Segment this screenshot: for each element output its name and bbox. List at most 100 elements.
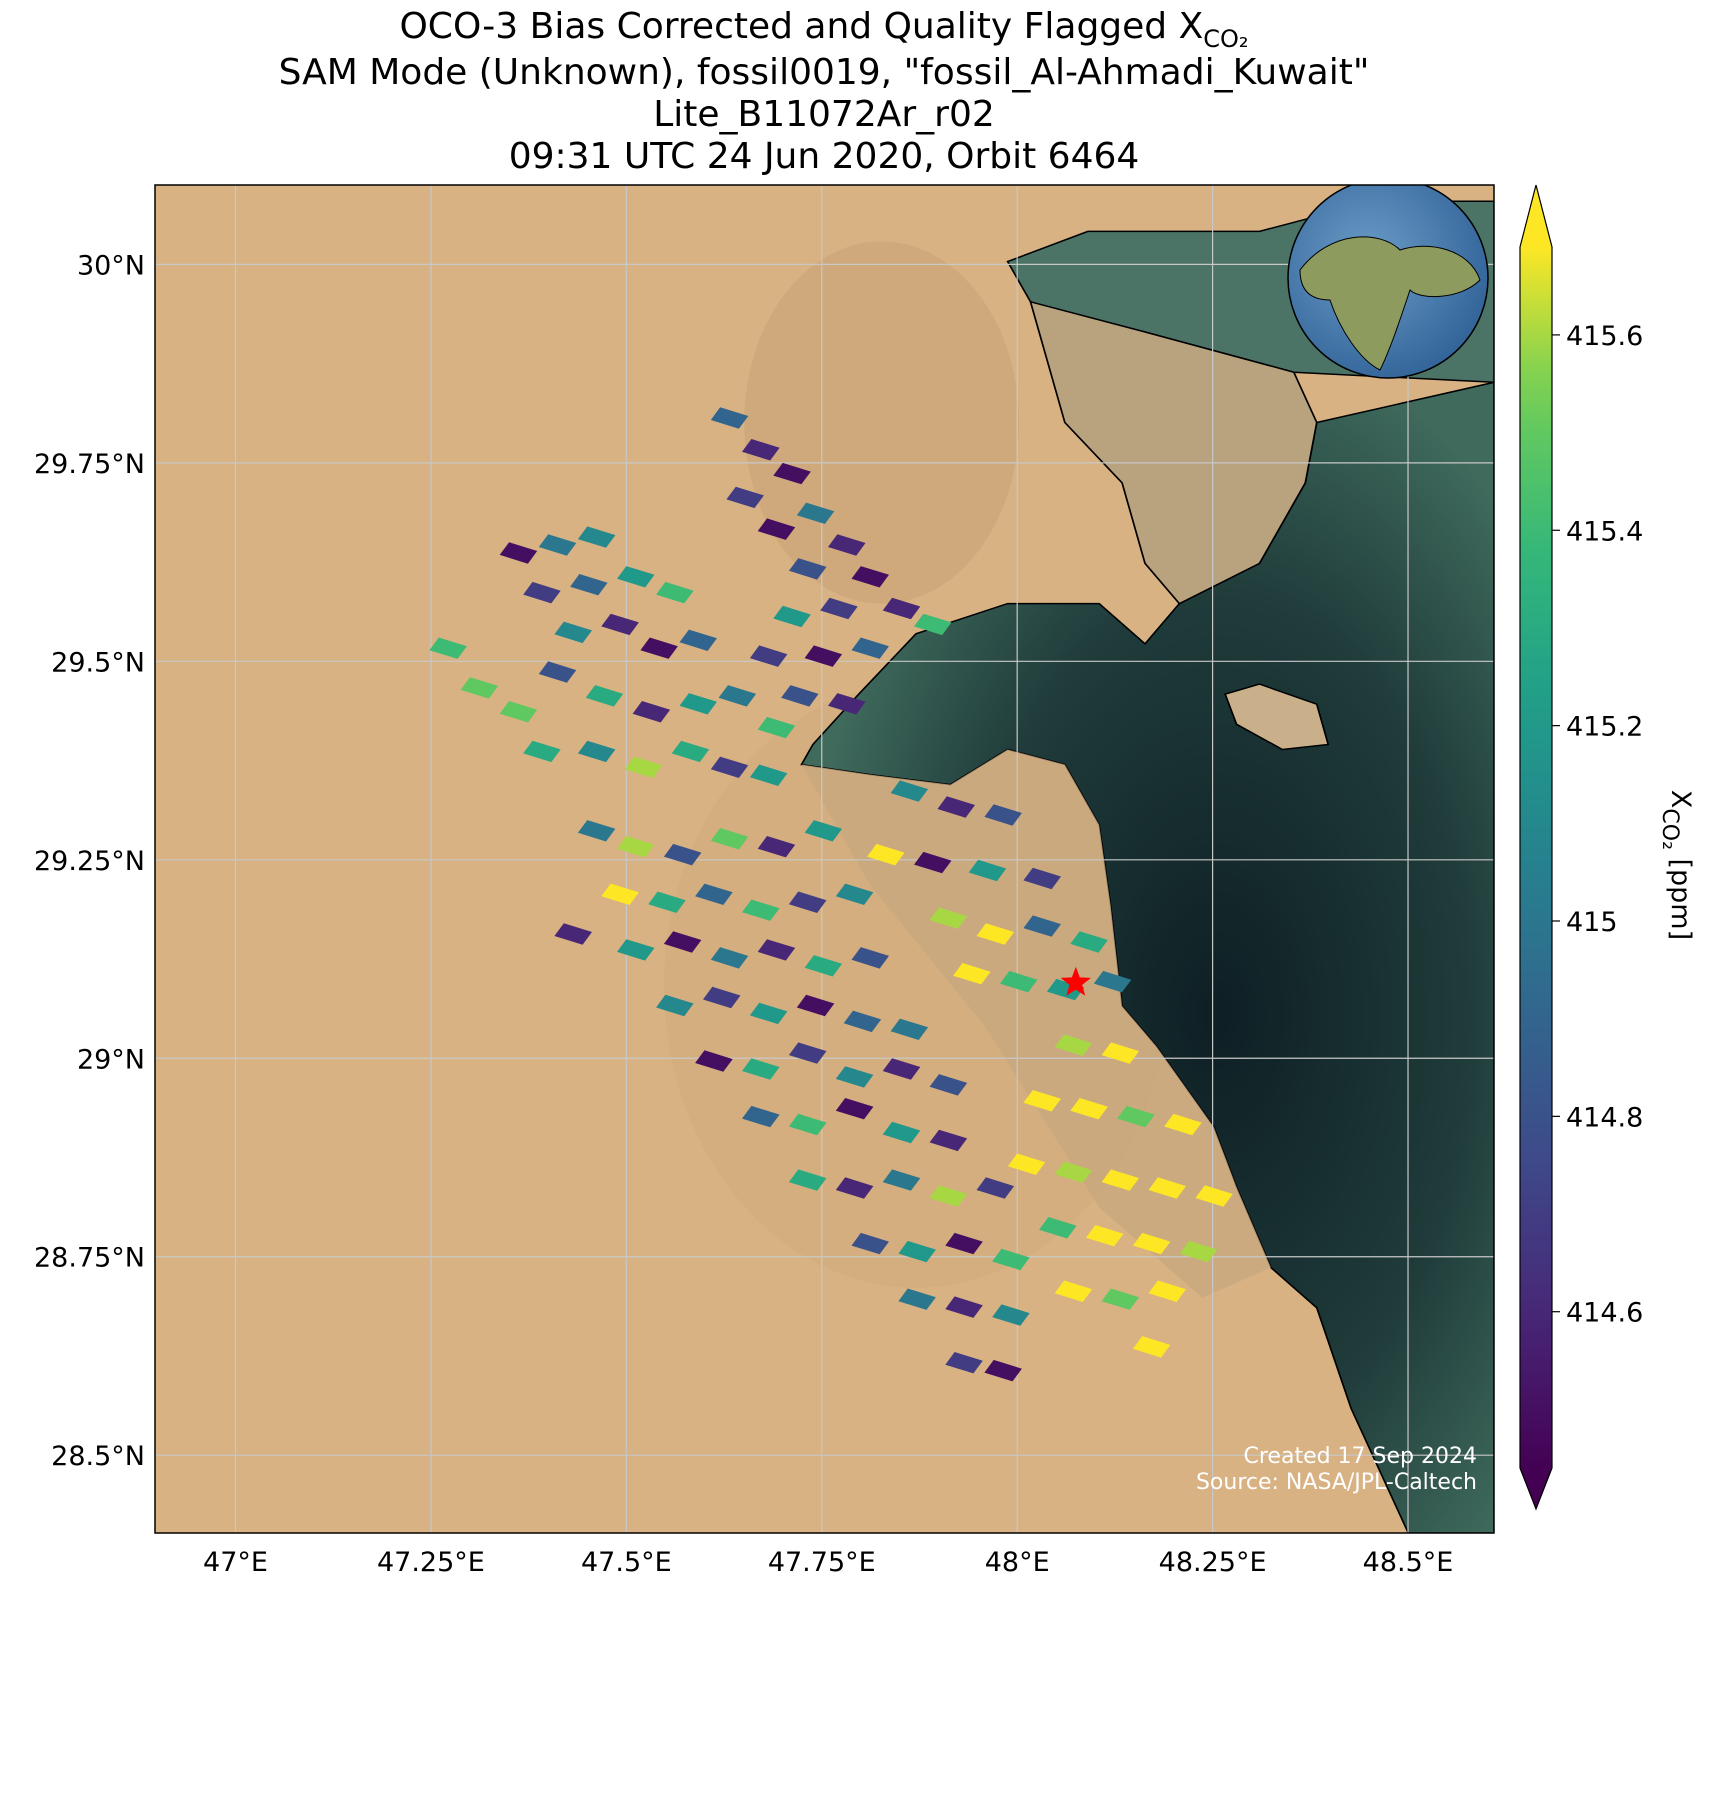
sounding: [788, 1042, 827, 1064]
sounding: [1117, 1105, 1155, 1128]
sounding: [1007, 1153, 1046, 1175]
sounding: [976, 1177, 1015, 1199]
sounding: [679, 693, 717, 715]
sounding: [695, 1050, 733, 1072]
sounding: [788, 891, 827, 913]
sounding: [1070, 931, 1108, 953]
sounding: [937, 796, 975, 818]
sounding: [1046, 978, 1085, 1001]
sounding: [1039, 1217, 1077, 1239]
x-tick-label: 48.5°E: [1363, 1547, 1454, 1578]
sounding: [640, 637, 678, 659]
colorbar: 414.6 414.8 415 415.2 415.4 415.6: [1519, 184, 1643, 1511]
title-line: 09:31 UTC 24 Jun 2020, Orbit 6464: [509, 136, 1140, 177]
y-tick-label: 29.75°N: [34, 449, 145, 480]
sounding: [742, 1058, 780, 1080]
title-subscript: CO₂: [1203, 25, 1248, 53]
sounding: [663, 843, 702, 866]
credit: Created 17 Sep 2024: [1244, 1444, 1478, 1469]
sounding: [882, 1169, 921, 1191]
y-tick-label: 29.25°N: [34, 846, 145, 877]
sounding: [554, 621, 592, 644]
sounding: [992, 1304, 1030, 1326]
sounding: [632, 701, 671, 723]
island: [1224, 683, 1330, 751]
sounding: [601, 883, 639, 905]
sounding: [577, 820, 616, 842]
globe-inset: [1287, 185, 1489, 379]
sounding: [749, 645, 788, 667]
sounding: [1101, 1169, 1140, 1191]
sounding: [757, 716, 796, 739]
sounding: [835, 1066, 874, 1088]
sounding: [726, 486, 764, 509]
y-tick-label: 29°N: [77, 1044, 145, 1075]
sounding: [1195, 1185, 1233, 1207]
colorbar-tick-label: 414.6: [1566, 1298, 1643, 1329]
x-tick-label: 47.75°E: [768, 1547, 876, 1578]
sounding: [945, 1232, 983, 1255]
x-tick-label: 47.25°E: [377, 1547, 485, 1578]
sounding: [656, 581, 694, 604]
urban-area: [801, 749, 1271, 1298]
title-line: SAM Mode (Unknown), fossil0019, "fossil_…: [279, 52, 1370, 93]
sounding: [703, 986, 741, 1009]
sounding: [1093, 970, 1132, 993]
sounding: [695, 883, 733, 905]
sounding: [851, 947, 889, 969]
label-subscript: CO₂: [1657, 808, 1682, 850]
sounding: [601, 613, 639, 636]
sounding: [773, 605, 811, 628]
sounding: [1101, 1288, 1140, 1310]
sounding: [757, 836, 796, 858]
sounding: [671, 740, 710, 763]
plot-frame: [154, 184, 1495, 1534]
sounding: [538, 661, 577, 683]
colorbar-extend-max: [1520, 185, 1552, 247]
sounding: [617, 566, 655, 588]
sounding: [585, 685, 624, 707]
sounding: [929, 1185, 968, 1207]
sounding: [523, 740, 561, 763]
sounding: [710, 947, 749, 969]
sounding: [898, 1240, 936, 1263]
label-text: X: [1665, 790, 1696, 809]
sounding: [1086, 1225, 1124, 1247]
sounding: [1023, 1090, 1061, 1112]
sounding: [523, 581, 561, 604]
globe-land: [1299, 236, 1481, 371]
sounding: [945, 1296, 983, 1318]
sounding: [1148, 1177, 1186, 1199]
sounding: [788, 1113, 827, 1136]
sounding: [820, 597, 858, 620]
sounding: [804, 820, 843, 842]
sounding: [898, 1288, 936, 1310]
sounding: [710, 407, 749, 429]
colorbar-extend-min: [1520, 1468, 1552, 1509]
sounding: [851, 1232, 889, 1255]
colorbar-tick-label: 415: [1566, 907, 1618, 938]
sounding: [710, 828, 749, 850]
land-texture: [744, 241, 1020, 604]
sounding: [1179, 1240, 1218, 1263]
sounding: [788, 558, 827, 580]
soundings: [429, 407, 1233, 1382]
sounding: [914, 851, 952, 874]
sounding: [968, 859, 1007, 882]
colorbar-tick-label: 415.6: [1566, 321, 1643, 352]
x-tick-label: 48°E: [985, 1547, 1050, 1578]
sounding: [577, 740, 616, 763]
sounding: [1132, 1232, 1171, 1255]
sounding: [929, 907, 968, 929]
sounding: [835, 883, 874, 905]
colorbar-tick-label: 414.8: [1566, 1102, 1643, 1133]
sounding: [796, 502, 835, 524]
sounding: [914, 613, 952, 636]
sounding: [1101, 1042, 1140, 1064]
sounding: [835, 1098, 874, 1120]
sounding: [781, 685, 819, 707]
gridlines: [155, 185, 1494, 1533]
x-tick-label: 47°E: [203, 1547, 268, 1578]
sounding: [788, 1169, 827, 1191]
